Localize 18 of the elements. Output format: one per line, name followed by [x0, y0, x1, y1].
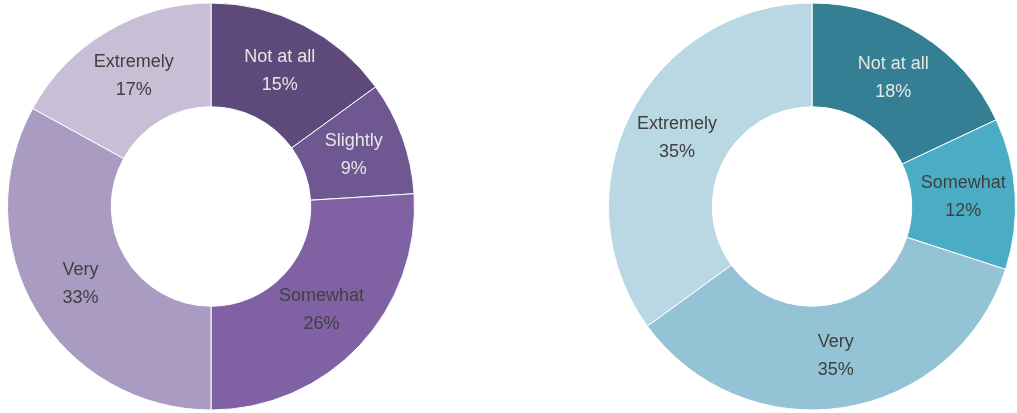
- slice-label: Very: [817, 331, 854, 352]
- data-label: 35%: [658, 140, 695, 161]
- slice-label: Not at all: [244, 46, 316, 67]
- slice-label: Extremely: [93, 50, 174, 71]
- data-label: 18%: [875, 81, 912, 102]
- slice-label: Somewhat: [920, 171, 1006, 192]
- data-label: 35%: [817, 359, 854, 380]
- data-label: 12%: [945, 199, 982, 220]
- slice-label: Very: [62, 258, 99, 279]
- data-label: 17%: [115, 78, 152, 99]
- data-label: 15%: [261, 74, 298, 95]
- slice-label: Not at all: [857, 53, 929, 74]
- slice-label: Somewhat: [278, 285, 365, 306]
- slice-label: Slightly: [324, 130, 383, 151]
- data-label: 33%: [62, 286, 99, 307]
- data-label: 26%: [303, 313, 340, 334]
- slice-label: Extremely: [636, 112, 717, 133]
- data-label: 9%: [340, 158, 367, 179]
